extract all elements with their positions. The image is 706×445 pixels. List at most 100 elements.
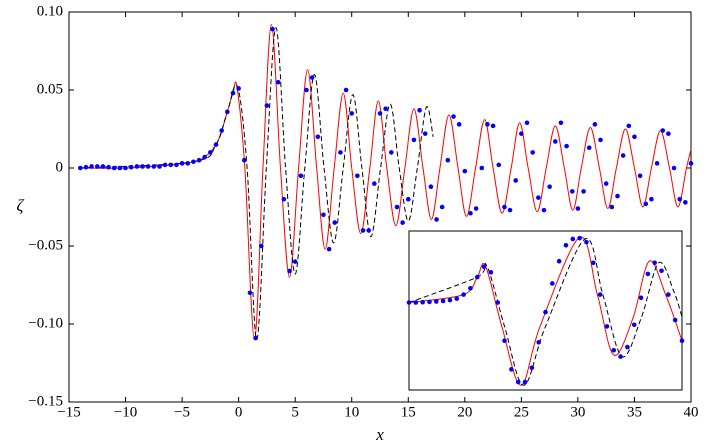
y-tick-label: 0	[56, 159, 64, 175]
data-point	[671, 165, 677, 171]
data-point	[462, 168, 468, 174]
data-point	[326, 246, 332, 252]
data-point	[179, 161, 185, 166]
data-point	[434, 217, 439, 222]
data-point	[140, 164, 145, 169]
x-tick-label: 5	[291, 404, 299, 420]
series-line	[80, 27, 434, 341]
data-point	[89, 164, 94, 169]
data-point	[405, 196, 411, 202]
data-point	[672, 317, 678, 323]
data-point	[394, 204, 400, 210]
data-point	[400, 220, 405, 225]
data-point	[191, 159, 196, 165]
data-point	[219, 128, 224, 133]
data-point	[603, 181, 609, 186]
data-point	[631, 322, 637, 328]
data-point	[509, 367, 514, 372]
data-point	[208, 150, 213, 155]
data-point	[577, 235, 582, 241]
data-point	[151, 164, 157, 169]
data-point	[495, 300, 501, 305]
data-point	[304, 87, 309, 93]
data-point	[420, 299, 425, 305]
data-point	[372, 181, 377, 186]
data-point	[524, 120, 530, 126]
data-point	[522, 379, 528, 385]
data-point	[563, 243, 569, 248]
data-point	[451, 114, 456, 119]
data-point	[225, 109, 230, 115]
data-point	[128, 164, 134, 170]
x-tick-label: 15	[401, 404, 416, 420]
data-point	[445, 157, 451, 163]
data-point	[597, 292, 603, 297]
data-point	[454, 296, 460, 301]
inset-frame	[408, 230, 683, 391]
data-point	[338, 150, 343, 155]
data-point	[417, 107, 422, 113]
x-tick-label: 35	[627, 404, 642, 420]
data-point	[236, 86, 241, 91]
data-point	[660, 128, 666, 133]
series-line	[408, 236, 683, 386]
data-point	[292, 259, 298, 264]
data-point	[383, 106, 388, 112]
series-line	[80, 23, 692, 341]
data-point	[343, 87, 349, 93]
data-point	[550, 281, 555, 286]
data-point	[456, 122, 462, 127]
data-point	[620, 153, 626, 158]
data-point	[134, 164, 140, 169]
x-tick-label: 20	[457, 404, 472, 420]
data-point	[683, 200, 688, 205]
data-point	[253, 335, 258, 341]
data-point	[598, 137, 603, 143]
data-point	[162, 162, 168, 168]
data-point	[247, 290, 253, 296]
data-point	[490, 123, 496, 129]
y-tick-label: −0.05	[28, 237, 63, 253]
data-point	[461, 292, 466, 297]
data-point	[611, 347, 617, 353]
data-point	[637, 173, 643, 179]
data-point	[558, 120, 564, 126]
data-point	[281, 196, 287, 202]
data-point	[185, 161, 191, 166]
data-point	[111, 165, 117, 171]
x-tick-label: 25	[514, 404, 529, 420]
data-point	[360, 228, 366, 233]
data-point	[536, 195, 541, 200]
data-point	[440, 298, 446, 304]
x-tick-label: 30	[570, 404, 585, 420]
data-point	[507, 207, 513, 213]
x-tick-label: 40	[684, 404, 699, 420]
data-point	[349, 111, 355, 116]
data-point	[174, 162, 179, 168]
data-point	[168, 162, 174, 168]
data-point	[422, 131, 428, 136]
data-point	[406, 300, 412, 305]
y-tick-label: 0.10	[37, 3, 63, 19]
data-point	[468, 210, 473, 216]
data-point	[389, 150, 394, 155]
data-point	[688, 161, 694, 166]
data-point	[332, 220, 338, 225]
data-point	[196, 157, 202, 163]
data-point	[298, 173, 304, 179]
data-point	[632, 134, 637, 140]
data-point	[270, 26, 275, 32]
data-point	[618, 354, 623, 359]
data-point	[106, 164, 111, 170]
data-point	[586, 145, 592, 151]
data-point	[485, 122, 490, 127]
data-point	[264, 103, 270, 108]
x-tick-label: 10	[344, 404, 359, 420]
data-point	[530, 150, 535, 155]
data-point	[428, 184, 434, 190]
data-point	[468, 285, 473, 291]
data-point	[547, 184, 552, 190]
y-tick-label: −0.15	[28, 393, 63, 409]
data-point	[541, 207, 547, 213]
